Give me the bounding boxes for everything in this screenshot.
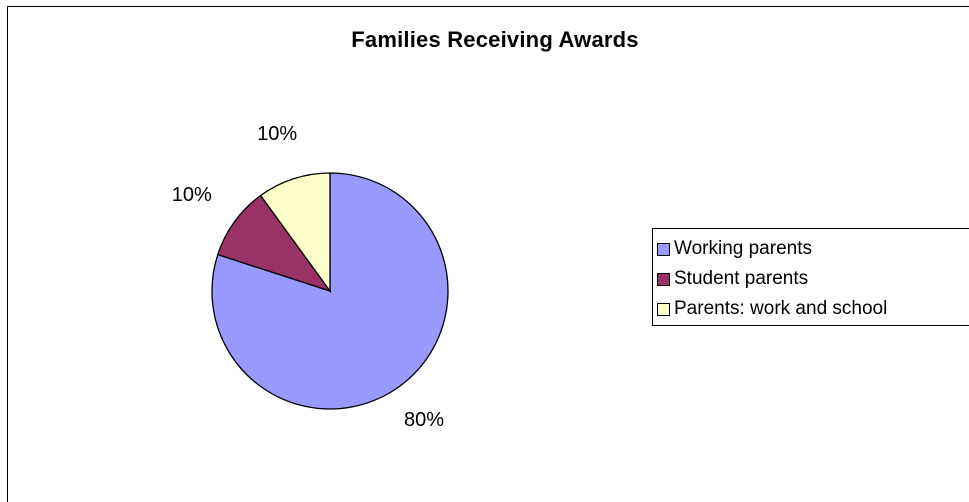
legend-label: Parents: work and school <box>674 298 888 319</box>
legend-item-student-parents: Student parents <box>657 267 808 291</box>
legend-label: Student parents <box>674 268 809 289</box>
legend-label: Working parents <box>674 238 812 259</box>
legend-swatch-student-parents <box>657 272 670 286</box>
legend-item-work-and-school: Parents: work and school <box>657 297 887 321</box>
chart-title: Families Receiving Awards <box>351 27 639 52</box>
legend-item-working-parents: Working parents <box>657 237 812 261</box>
pie-slice-working-parents <box>211 172 449 410</box>
pie-slice-work-and-school <box>259 172 331 294</box>
pie-slice-student-parents <box>216 194 332 293</box>
legend-swatch-working-parents <box>657 242 670 256</box>
legend: Working parents Student parents Parents:… <box>652 228 969 326</box>
data-label-student-parents: 10% <box>171 183 212 206</box>
legend-swatch-work-and-school <box>657 302 670 316</box>
data-label-work-and-school: 10% <box>257 123 298 146</box>
data-label-working-parents: 80% <box>404 408 445 431</box>
